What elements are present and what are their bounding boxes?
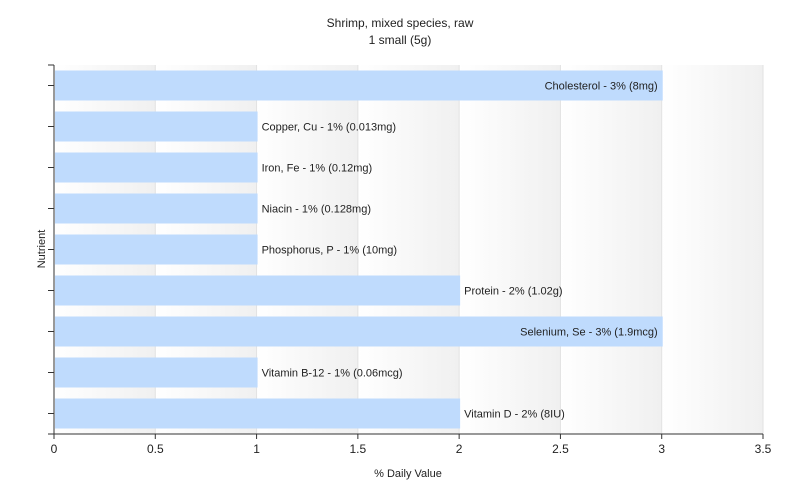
plot-band xyxy=(459,65,561,434)
x-tick-label: 1.5 xyxy=(350,442,367,456)
bar-label: Phosphorus, P - 1% (10mg) xyxy=(262,245,398,257)
bar-label: Vitamin B-12 - 1% (0.06mcg) xyxy=(262,368,403,380)
chart-title: Shrimp, mixed species, raw xyxy=(327,16,474,30)
bar-label: Cholesterol - 3% (8mg) xyxy=(545,81,658,93)
bar xyxy=(55,316,663,347)
bar xyxy=(55,275,461,306)
bar-label: Niacin - 1% (0.128mg) xyxy=(262,204,371,216)
bar xyxy=(55,357,258,388)
bar-labels: Cholesterol - 3% (8mg) Copper, Cu - 1% (0… xyxy=(262,81,658,421)
y-axis-title: Nutrient xyxy=(36,230,48,269)
bar xyxy=(55,111,258,142)
x-axis-title: % Daily Value xyxy=(374,468,442,480)
x-tick-label: 2 xyxy=(456,442,463,456)
plot-band xyxy=(256,65,358,434)
plot-band xyxy=(560,65,662,434)
bar-label: Selenium, Se - 3% (1.9mcg) xyxy=(520,327,658,339)
bar xyxy=(55,152,258,183)
bar xyxy=(55,193,258,224)
x-axis-ticks: 0 0.5 1 1.5 2 2.5 3 3.5 xyxy=(51,434,772,456)
x-tick-label: 0.5 xyxy=(147,442,164,456)
bar xyxy=(55,398,461,429)
bar-label: Iron, Fe - 1% (0.12mg) xyxy=(262,163,373,175)
x-tick-label: 1 xyxy=(253,442,260,456)
bar-label: Protein - 2% (1.02g) xyxy=(464,286,562,298)
plot-band xyxy=(357,65,460,434)
x-tick-label: 3.5 xyxy=(755,442,772,456)
bar-label: Copper, Cu - 1% (0.013mg) xyxy=(262,122,397,134)
x-tick-label: 0 xyxy=(51,442,58,456)
bars xyxy=(55,70,663,429)
chart-subtitle: 1 small (5g) xyxy=(369,33,432,47)
bar xyxy=(55,234,258,265)
plot-band xyxy=(661,65,763,434)
bar xyxy=(55,70,663,101)
x-tick-label: 3 xyxy=(658,442,665,456)
x-tick-label: 2.5 xyxy=(552,442,569,456)
y-axis-ticks xyxy=(48,64,54,435)
bar-label: Vitamin D - 2% (8IU) xyxy=(464,409,565,421)
